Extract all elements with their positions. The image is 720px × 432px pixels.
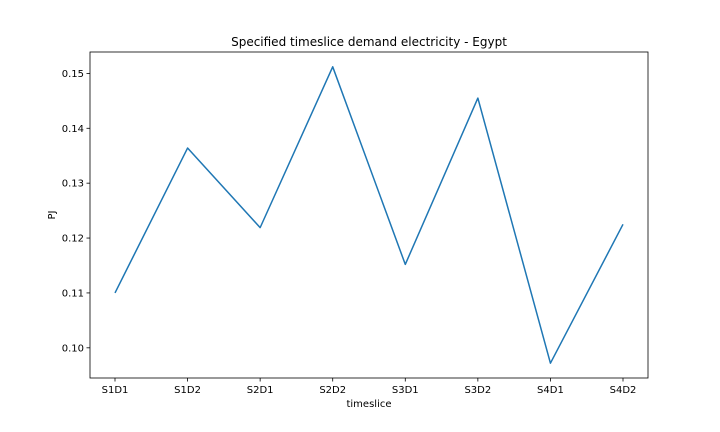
x-tick-label: S4D2 xyxy=(610,385,637,396)
y-tick-label: 0.15 xyxy=(62,69,84,80)
x-axis: S1D1 S1D2 S2D1 S2D2 S3D1 S3D2 S4D1 S4D2 xyxy=(102,378,637,396)
x-tick-label: S2D2 xyxy=(319,385,346,396)
plot-area xyxy=(89,51,649,379)
x-tick-label: S2D1 xyxy=(247,385,274,396)
y-tick-label: 0.12 xyxy=(62,234,84,245)
y-tick-label: 0.13 xyxy=(62,179,84,190)
x-tick-label: S4D1 xyxy=(537,385,564,396)
x-axis-title: timeslice xyxy=(346,399,391,410)
y-tick-label: 0.10 xyxy=(62,343,84,354)
y-tick-label: 0.11 xyxy=(62,288,84,299)
series-layer xyxy=(114,66,624,364)
plot-frame xyxy=(89,51,649,379)
y-axis: 0.10 0.11 0.12 0.13 0.14 0.15 xyxy=(62,69,90,354)
chart-title: Specified timeslice demand electricity -… xyxy=(231,35,507,49)
y-tick-label: 0.14 xyxy=(62,124,84,135)
x-tick-label: S1D2 xyxy=(174,385,201,396)
x-tick-label: S3D2 xyxy=(464,385,491,396)
x-tick-label: S3D1 xyxy=(392,385,419,396)
y-axis-title: PJ xyxy=(47,211,58,220)
series-line xyxy=(114,66,624,364)
x-tick-label: S1D1 xyxy=(102,385,129,396)
